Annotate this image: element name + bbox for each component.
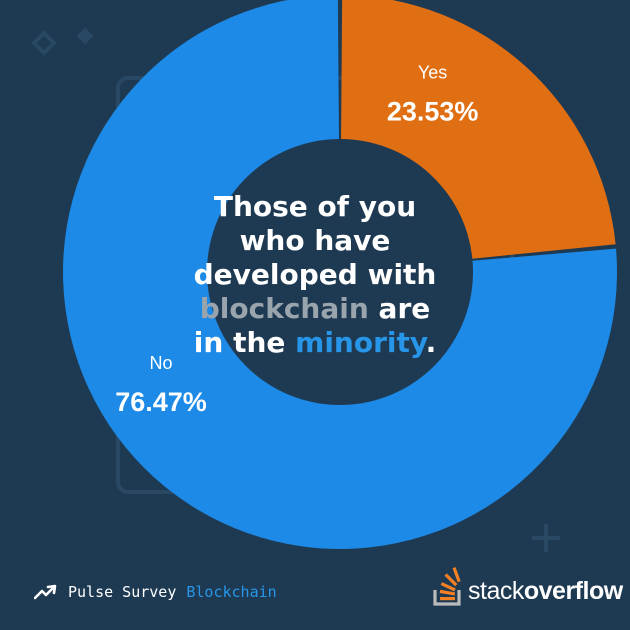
- logo-wordmark: stackoverflow: [468, 576, 623, 606]
- stack-overflow-logo-icon: [433, 567, 461, 606]
- donut-slices: [63, 0, 617, 549]
- headline: Those of you who have developed with blo…: [185, 190, 445, 360]
- headline-line-1: Those of you: [213, 190, 417, 223]
- slice-value-no: 76.47%: [115, 387, 207, 417]
- headline-word-blockchain: blockchain: [199, 292, 369, 325]
- slice-no: [63, 0, 617, 549]
- headline-line-2: who have: [239, 224, 391, 257]
- headline-word-are: are: [378, 292, 431, 325]
- slice-label-no: No: [150, 353, 173, 373]
- headline-period: .: [425, 326, 437, 359]
- headline-line-4: blockchain are: [185, 292, 445, 326]
- logo-word-overflow: overflow: [523, 577, 623, 605]
- headline-line-5-prefix: in the: [193, 326, 286, 359]
- logo-word-stack: stack: [468, 577, 524, 605]
- headline-word-minority: minority: [295, 326, 426, 359]
- survey-footer: Pulse Survey Blockchain: [34, 581, 277, 603]
- survey-topic: Blockchain: [186, 583, 277, 601]
- headline-line-3: developed with: [193, 258, 437, 291]
- headline-line-5: in the minority.: [185, 326, 445, 360]
- slice-labels: Yes 23.53% No 76.47%: [115, 62, 478, 417]
- trend-up-icon: [34, 584, 57, 600]
- slice-label-yes: Yes: [418, 62, 447, 82]
- survey-name: Pulse Survey: [68, 583, 177, 601]
- stack-overflow-logo: stackoverflow: [432, 566, 623, 606]
- slice-yes: [341, 0, 616, 259]
- slice-value-yes: 23.53%: [387, 96, 479, 126]
